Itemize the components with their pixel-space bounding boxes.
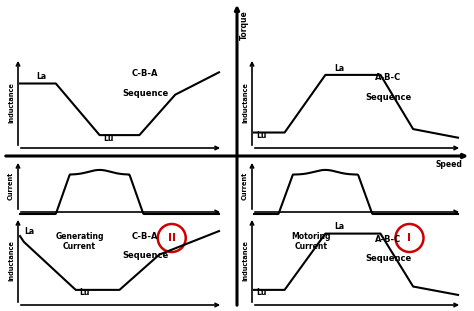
Text: Inductance: Inductance xyxy=(242,82,248,123)
Text: Torque: Torque xyxy=(240,10,249,40)
Text: La: La xyxy=(335,64,345,72)
Text: A-B-C: A-B-C xyxy=(375,73,401,82)
Text: La: La xyxy=(335,222,345,231)
Text: Sequence: Sequence xyxy=(365,254,411,263)
Text: Current: Current xyxy=(8,172,14,200)
Text: Current: Current xyxy=(294,243,328,251)
Text: Motoring: Motoring xyxy=(291,232,330,241)
Text: Speed: Speed xyxy=(435,160,462,169)
Text: Sequence: Sequence xyxy=(365,93,411,102)
Text: Lu: Lu xyxy=(256,131,266,140)
Text: La: La xyxy=(36,72,46,81)
Text: Generating: Generating xyxy=(55,232,104,241)
Text: Inductance: Inductance xyxy=(8,82,14,123)
Text: Sequence: Sequence xyxy=(122,251,168,260)
Text: Inductance: Inductance xyxy=(8,241,14,281)
Text: Lu: Lu xyxy=(256,288,266,297)
Text: La: La xyxy=(24,227,34,236)
Text: Sequence: Sequence xyxy=(122,89,168,98)
Text: II: II xyxy=(168,233,176,243)
Text: A-B-C: A-B-C xyxy=(375,234,401,244)
Text: Current: Current xyxy=(242,172,248,200)
Text: Lu: Lu xyxy=(80,288,90,297)
Text: Lu: Lu xyxy=(104,134,114,143)
Text: Current: Current xyxy=(63,243,96,251)
Text: C-B-A: C-B-A xyxy=(132,69,158,78)
Text: C-B-A: C-B-A xyxy=(132,232,158,241)
Text: I: I xyxy=(408,233,411,243)
Text: Inductance: Inductance xyxy=(242,241,248,281)
